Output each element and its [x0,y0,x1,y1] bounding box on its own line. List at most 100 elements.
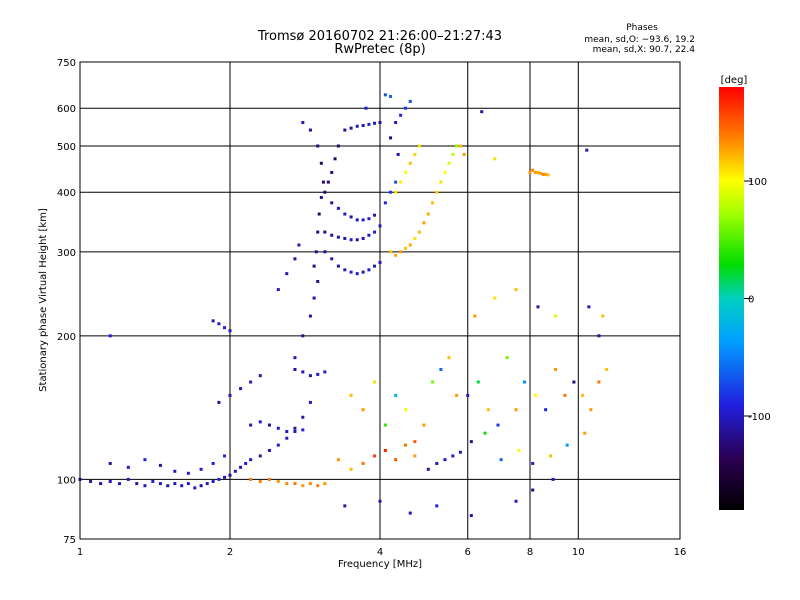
data-point [531,461,535,465]
data-point [330,201,334,205]
data-point [285,436,289,440]
data-point [447,161,451,165]
data-point [293,356,297,360]
data-point [403,106,407,110]
data-point [319,161,323,165]
data-point [336,144,340,148]
data-point [312,264,316,268]
data-point [361,461,365,465]
data-point [476,380,480,384]
data-point [276,426,280,430]
data-point [533,393,537,397]
data-point [330,257,334,261]
data-point [451,152,455,156]
data-point [361,270,365,274]
data-point [443,170,447,174]
data-point [349,126,353,130]
plot-frame [79,61,681,540]
data-point [389,250,393,254]
data-point [403,443,407,447]
data-point [435,504,439,508]
data-point [267,477,271,481]
data-point [355,124,359,128]
data-point [408,243,412,247]
data-point [563,393,567,397]
data-point [458,144,462,148]
data-point [355,218,359,222]
data-point [249,458,253,462]
data-point [258,454,262,458]
data-point [413,236,417,240]
data-point [293,257,297,261]
data-point [361,236,365,240]
data-point [514,408,518,412]
data-point [439,180,443,184]
data-point [581,393,585,397]
data-point [349,393,353,397]
data-point [572,380,576,384]
data-point [408,511,412,515]
data-point [336,235,340,239]
y-tick-label: 750 [57,58,76,69]
data-point [553,314,557,318]
data-point [383,93,387,97]
data-point [455,144,459,148]
data-point [186,471,190,475]
data-point [378,121,382,125]
data-point [166,484,170,488]
legend-title: Phases [626,23,658,33]
data-point [343,212,347,216]
data-point [301,484,305,488]
data-point [378,499,382,503]
data-point [389,190,393,194]
data-point [373,264,377,268]
data-point [373,454,377,458]
data-point [431,380,435,384]
x-tick-label: 1 [77,547,83,558]
data-point [546,173,550,177]
data-point [316,230,320,234]
data-point [544,172,548,176]
chart-title: Tromsø 20160702 21:26:00–21:27:43 [257,29,502,44]
data-point [297,243,301,247]
data-point [205,482,209,486]
y-tick-label: 500 [57,142,76,153]
data-point [394,393,398,397]
data-point [605,367,609,371]
data-point [249,380,253,384]
data-point [443,458,447,462]
data-point [316,144,320,148]
data-point [323,370,327,374]
data-point [276,443,280,447]
data-point [389,94,393,98]
y-tick-labels: 75 100 200 300 400 500 600 750 [57,58,76,546]
phases-legend: Phases mean, sd,O: −93.6, 19.2 mean, sd,… [584,23,695,55]
data-point [108,334,112,338]
data-point [293,367,297,371]
data-point [239,387,243,391]
data-point [228,393,232,397]
y-tick-label: 75 [63,535,76,546]
data-point [239,465,243,469]
data-point [258,420,262,424]
data-point [193,486,197,490]
data-point [553,367,557,371]
data-point [276,288,280,292]
data-point [408,99,412,103]
data-point [217,400,221,404]
data-point [143,458,147,462]
data-point [383,423,387,427]
data-point [330,233,334,237]
data-point [217,322,221,326]
data-point [394,458,398,462]
data-point [373,380,377,384]
colorbar-tick-label: 100 [748,177,767,188]
data-point [523,380,527,384]
data-point [323,482,327,486]
data-point [361,218,365,222]
data-point [394,180,398,184]
data-point [285,430,289,434]
data-point [473,314,477,318]
data-point [469,440,473,444]
data-point [333,157,337,161]
